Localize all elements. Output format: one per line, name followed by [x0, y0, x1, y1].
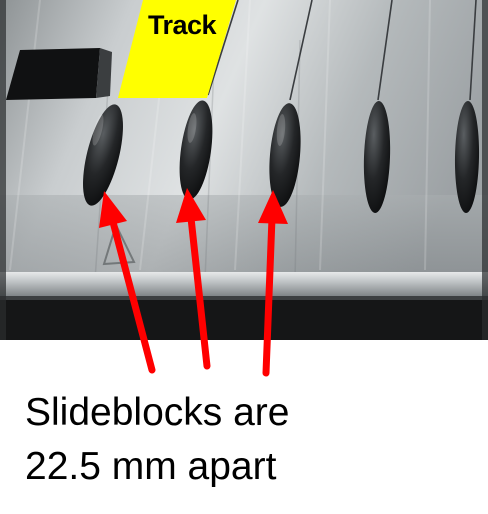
caption-line-2: 22.5 mm apart: [25, 445, 277, 488]
track-label: Track: [148, 10, 217, 40]
track-tag: [118, 0, 236, 98]
caption: Slideblocks are 22.5 mm apart: [25, 386, 465, 494]
photo-track-slideblocks: [0, 0, 488, 340]
caption-line-1: Slideblocks are: [25, 391, 290, 434]
bracket: [6, 48, 112, 100]
slideblocks: [83, 100, 480, 213]
